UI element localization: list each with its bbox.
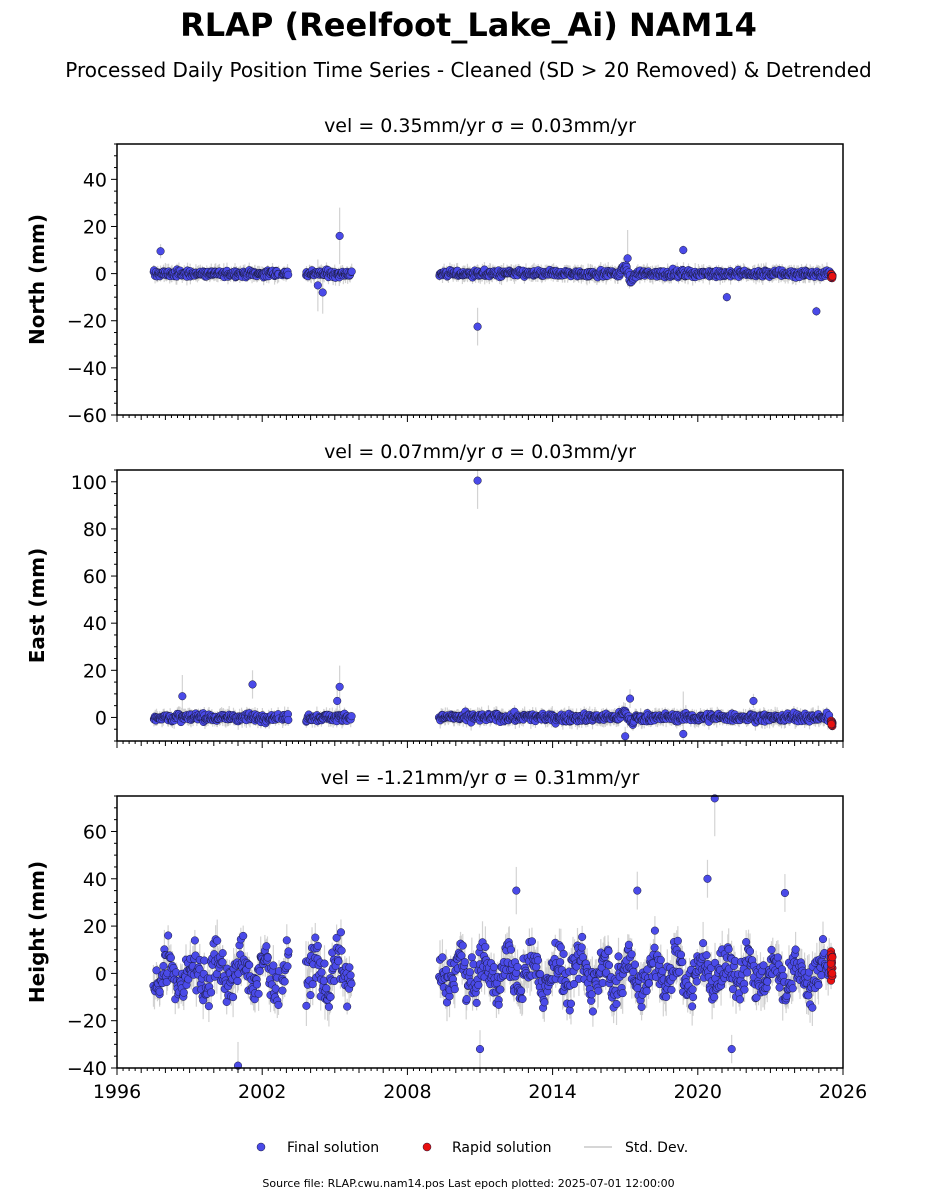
data-points xyxy=(149,476,837,741)
final-point xyxy=(159,961,168,971)
final-point xyxy=(621,732,630,741)
panel-title: vel = 0.35mm/yr σ = 0.03mm/yr xyxy=(324,115,636,137)
y-axis-label: East (mm) xyxy=(25,548,49,664)
y-tick-label: 100 xyxy=(71,472,107,494)
y-tick-label: −60 xyxy=(67,405,107,427)
final-point xyxy=(164,931,173,940)
chart-subtitle: Processed Daily Position Time Series - C… xyxy=(65,58,872,82)
final-point xyxy=(178,692,187,701)
final-point xyxy=(335,682,344,691)
final-point xyxy=(812,307,821,316)
final-point xyxy=(679,245,688,255)
final-point xyxy=(625,694,635,703)
final-point xyxy=(333,696,342,705)
panel-3: vel = -1.21mm/yr σ = 0.31mm/yr Height (mm… xyxy=(25,767,867,1103)
x-axis xyxy=(116,415,844,422)
y-tick-label: 20 xyxy=(83,660,107,682)
plot-frame xyxy=(116,469,844,742)
final-point xyxy=(284,270,293,279)
chart-title: RLAP (Reelfoot_Lake_Ai) NAM14 xyxy=(180,6,757,44)
y-axis-label: Height (mm) xyxy=(25,861,49,1003)
final-point xyxy=(156,247,165,256)
data-points xyxy=(149,794,837,1070)
panel-title: vel = -1.21mm/yr σ = 0.31mm/yr xyxy=(321,767,640,789)
final-point xyxy=(679,729,688,738)
y-axis: −60 −40 −20 0 20 40 xyxy=(67,143,117,427)
y-tick-label: 40 xyxy=(83,169,107,191)
x-axis xyxy=(116,741,844,748)
std-dev-bars xyxy=(152,796,833,1068)
final-point xyxy=(623,254,632,263)
final-point xyxy=(152,966,161,975)
y-axis-label: North (mm) xyxy=(25,214,49,345)
std-dev-bars xyxy=(153,470,833,741)
final-point xyxy=(155,987,164,996)
y-tick-label: −20 xyxy=(67,311,107,333)
data-points xyxy=(149,231,837,331)
rapid-point xyxy=(827,720,836,729)
final-point xyxy=(473,322,482,331)
rapid-point xyxy=(828,272,837,281)
final-point xyxy=(347,712,356,721)
y-tick-label: 40 xyxy=(83,613,107,635)
final-point xyxy=(335,231,344,240)
y-tick-label: 20 xyxy=(83,216,107,238)
final-point xyxy=(313,281,322,290)
final-point xyxy=(284,715,293,725)
y-axis: 0 20 40 60 80 100 xyxy=(71,469,117,742)
y-tick-label: 0 xyxy=(95,264,107,286)
y-tick-label: 0 xyxy=(95,707,107,729)
y-tick-label: −40 xyxy=(67,358,107,380)
panel-title: vel = 0.07mm/yr σ = 0.03mm/yr xyxy=(324,441,636,463)
final-point xyxy=(347,267,356,276)
final-point xyxy=(248,680,257,689)
final-point xyxy=(722,293,731,302)
panel-2: vel = 0.07mm/yr σ = 0.03mm/yr East (mm) 0 2… xyxy=(25,441,844,748)
final-point xyxy=(749,696,758,705)
final-point xyxy=(473,476,482,485)
final-point xyxy=(166,953,175,962)
y-tick-label: 60 xyxy=(83,566,107,588)
final-point xyxy=(318,288,327,297)
y-tick-label: 80 xyxy=(83,519,107,541)
